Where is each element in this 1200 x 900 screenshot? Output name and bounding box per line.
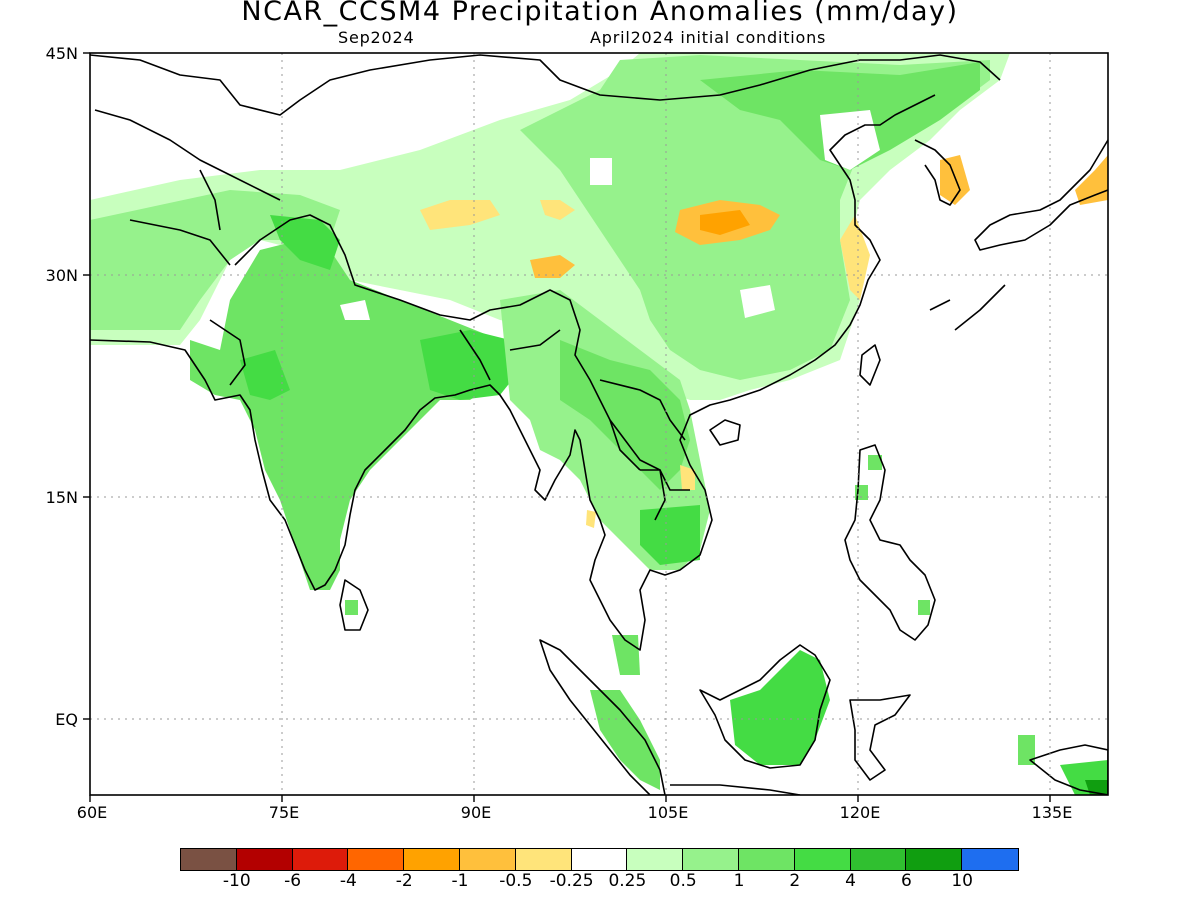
colorbar-label: 10 xyxy=(951,871,974,891)
fill-thailand-dry xyxy=(586,510,596,528)
colorbar-swatch xyxy=(850,849,907,870)
axis-ticks xyxy=(83,52,1051,802)
colorbar-swatch xyxy=(459,849,516,870)
fill-white-spot-india xyxy=(340,300,370,320)
fill-white-spot-china xyxy=(740,285,775,318)
initial-conditions: April2024 initial conditions xyxy=(590,28,827,47)
x-tick-135E: 135E xyxy=(1031,803,1073,822)
y-tick-45N: 45N xyxy=(45,44,78,63)
fill-borneo-green xyxy=(730,650,830,765)
x-tick-120E: 120E xyxy=(839,803,881,822)
colorbar-label: 0.25 xyxy=(608,871,647,891)
chart-title: NCAR_CCSM4 Precipitation Anomalies (mm/d… xyxy=(241,0,959,27)
fill-indochina-green-2 xyxy=(560,340,690,490)
fill-india-green xyxy=(190,240,520,590)
y-tick-30N: 30N xyxy=(45,266,78,285)
colorbar-label: 4 xyxy=(845,871,857,891)
colorbar-swatch xyxy=(738,849,795,870)
fill-sulawesi-green xyxy=(1018,735,1035,765)
colorbar xyxy=(180,848,1019,871)
forecast-month: Sep2024 xyxy=(338,28,415,47)
colorbar-label: -0.5 xyxy=(499,871,533,891)
anomaly-fill-layer xyxy=(90,53,1108,795)
colorbar-label: -10 xyxy=(222,871,251,891)
colorbar-swatch xyxy=(515,849,572,870)
colorbar-swatch xyxy=(906,849,963,870)
y-tick-EQ: EQ xyxy=(55,710,78,729)
fill-tibet-dry-1 xyxy=(420,200,500,230)
fill-india-himalaya xyxy=(270,215,340,270)
fill-central-china-dry-core xyxy=(700,210,750,235)
fill-east-china-coast-dry xyxy=(840,215,870,300)
colorbar-swatch xyxy=(627,849,684,870)
map-frame xyxy=(89,52,1109,796)
colorbar-swatch xyxy=(571,849,628,870)
colorbar-label: -4 xyxy=(339,871,357,891)
lat-lon-gridlines xyxy=(90,53,1108,795)
colorbar-swatch xyxy=(292,849,349,870)
colorbar-label: 6 xyxy=(900,871,912,891)
colorbar-label: -1 xyxy=(451,871,469,891)
colorbar-label: 2 xyxy=(789,871,801,891)
fill-tibet-dry-2 xyxy=(540,200,575,220)
fill-vietnam-dry xyxy=(680,465,695,490)
x-tick-75E: 75E xyxy=(268,803,300,822)
fill-india-darker xyxy=(240,350,290,400)
fill-korea-dry xyxy=(940,155,970,205)
colorbar-swatch xyxy=(794,849,851,870)
colorbar-label: -0.25 xyxy=(549,871,594,891)
fill-sumatra-green xyxy=(590,690,660,790)
colorbar-swatch xyxy=(236,849,293,870)
x-tick-105E: 105E xyxy=(647,803,689,822)
fill-tibet-dry-3 xyxy=(530,255,575,278)
colorbar-swatch xyxy=(962,849,1018,870)
y-tick-15N: 15N xyxy=(45,488,78,507)
x-tick-60E: 60E xyxy=(76,803,108,822)
fill-philippines-green xyxy=(855,455,930,615)
colorbar-swatch xyxy=(181,849,237,870)
colorbar-label: -6 xyxy=(284,871,302,891)
colorbar-label: -2 xyxy=(395,871,413,891)
fill-bangladesh-green xyxy=(420,330,520,400)
colorbar-swatch xyxy=(348,849,405,870)
colorbar-swatch xyxy=(683,849,739,870)
coastlines-borders xyxy=(90,54,1108,795)
fill-white-spot-mongolia xyxy=(590,158,612,185)
colorbar-swatch xyxy=(404,849,460,870)
colorbar-label: 0.5 xyxy=(669,871,697,891)
fill-srilanka-green xyxy=(345,600,358,615)
x-tick-90E: 90E xyxy=(460,803,492,822)
colorbar-label: 1 xyxy=(733,871,745,891)
